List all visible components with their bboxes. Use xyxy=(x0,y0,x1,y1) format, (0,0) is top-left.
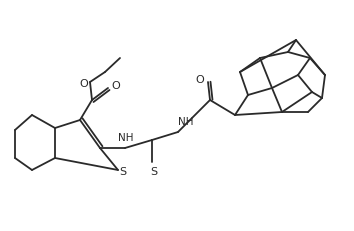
Text: O: O xyxy=(80,79,88,89)
Text: O: O xyxy=(112,81,120,91)
Text: NH: NH xyxy=(118,133,134,143)
Text: S: S xyxy=(150,167,158,177)
Text: S: S xyxy=(119,167,127,177)
Text: NH: NH xyxy=(178,117,194,127)
Text: O: O xyxy=(196,75,204,85)
